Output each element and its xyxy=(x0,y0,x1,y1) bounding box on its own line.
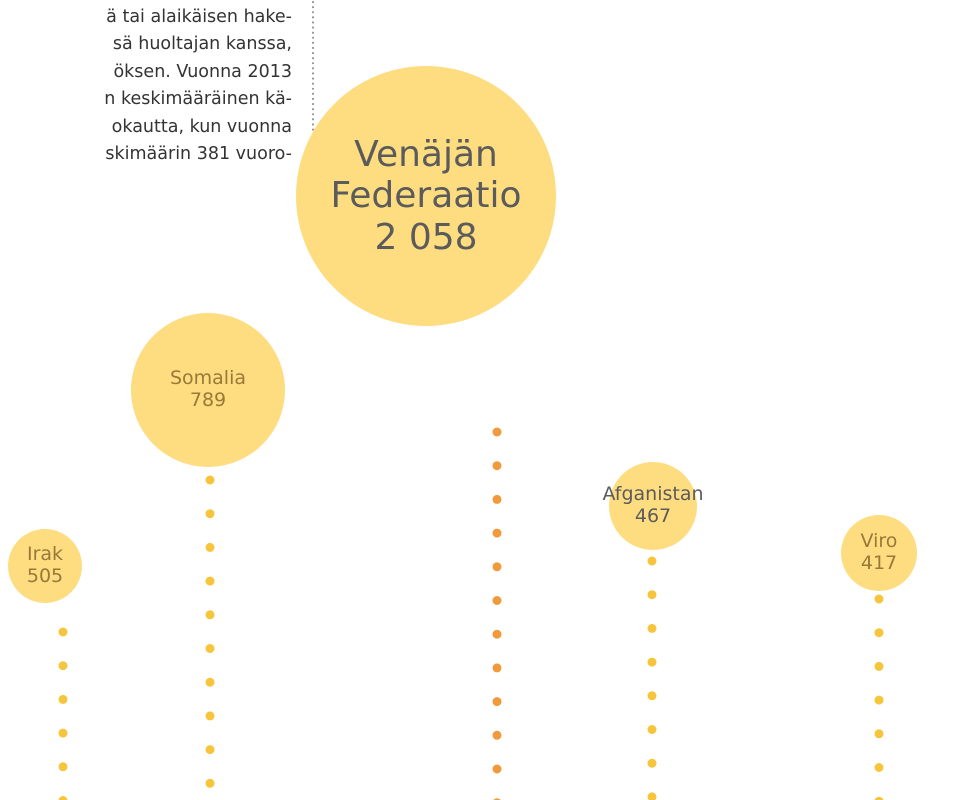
text-line: öksen. Vuonna 2013 xyxy=(113,61,292,82)
text-line: sä huoltajan kanssa, xyxy=(112,34,292,55)
stem-dot xyxy=(647,556,657,566)
bubble-label: Somalia 789 xyxy=(141,313,276,467)
stem-dot xyxy=(874,729,884,739)
stem-dot xyxy=(874,628,884,638)
text-line: okautta, kun vuonna xyxy=(111,116,292,137)
stem-dot xyxy=(205,677,215,687)
bubble-value: 2 058 xyxy=(374,216,478,258)
stem-dot xyxy=(58,728,68,738)
bubble-value: 505 xyxy=(26,565,64,587)
bubble xyxy=(609,462,697,550)
stem-dot xyxy=(874,796,884,800)
stem-dot xyxy=(492,697,502,707)
stem-dot xyxy=(492,494,502,504)
stem-dot xyxy=(492,764,502,774)
bubble-category: Irak xyxy=(26,543,64,566)
bubble xyxy=(8,529,82,603)
stem-dot xyxy=(58,796,68,800)
stem-dot xyxy=(58,762,68,772)
stem-dot xyxy=(874,661,884,671)
stem-dot xyxy=(492,730,502,740)
stem-dot xyxy=(874,695,884,705)
bubble-label: Irak 505 xyxy=(13,529,78,603)
stem-dot xyxy=(647,623,657,633)
stem-dot xyxy=(492,427,502,437)
text-line: skimäärin 381 vuoro- xyxy=(105,144,292,165)
stem-dot xyxy=(492,461,502,471)
bubble-category: Afganistan xyxy=(602,483,704,506)
stem-dot xyxy=(647,657,657,667)
stem-dot xyxy=(492,528,502,538)
stem-dot xyxy=(874,594,884,604)
stem-dot xyxy=(874,763,884,772)
bubble-category: Somalia xyxy=(169,367,247,390)
stem-dot xyxy=(492,629,502,639)
stem-dot xyxy=(205,711,215,721)
bubble-value: 467 xyxy=(634,505,672,527)
stem-dot xyxy=(647,691,657,701)
stem-dot xyxy=(205,475,215,485)
bubble-label: Viro 417 xyxy=(846,515,913,591)
stem-dot xyxy=(492,562,502,572)
bubble-category: Venäjän Federaatio xyxy=(330,133,522,217)
stem-dot xyxy=(205,745,215,755)
bubble xyxy=(296,66,556,326)
bubble-label: Afganistan 467 xyxy=(602,462,703,550)
bubble xyxy=(131,313,285,467)
stem-dot xyxy=(205,542,215,552)
stem-dot xyxy=(492,596,502,605)
stem-dot xyxy=(205,644,215,653)
bubble-value: 789 xyxy=(189,389,227,411)
text-line: ä tai alaikäisen hake- xyxy=(106,7,292,27)
bubble-value: 417 xyxy=(860,552,898,574)
stem-dot xyxy=(58,627,68,637)
bubble-category: Viro xyxy=(860,530,898,553)
stem-dot xyxy=(647,758,657,768)
stem-dot xyxy=(58,661,68,671)
bubble-label: Venäjän Federaatio 2 058 xyxy=(312,66,540,326)
stem-dot xyxy=(58,694,68,704)
text-line: n keskimääräinen kä- xyxy=(104,89,292,110)
text-block: ä tai alaikäisen hake-sä huoltajan kanss… xyxy=(0,4,292,168)
stem-dot xyxy=(647,590,657,600)
stem-dot xyxy=(205,509,215,519)
stem-dot xyxy=(205,610,215,620)
stem-dot xyxy=(205,778,215,788)
stem-dot xyxy=(647,725,657,734)
stem-dot xyxy=(492,663,502,673)
bubble xyxy=(841,515,917,591)
stem-dot xyxy=(205,576,215,586)
stem-dot xyxy=(647,792,657,800)
